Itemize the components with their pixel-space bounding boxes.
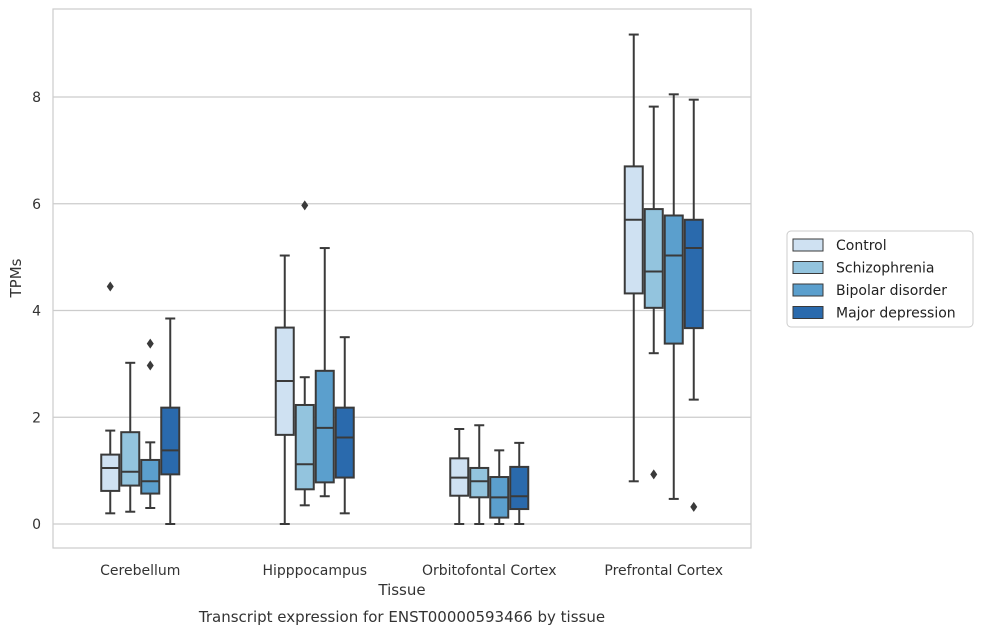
box-iqr [120,431,141,487]
box-3-3 [683,98,704,512]
y-axis-label: TPMs [7,258,25,298]
y-axis-ticks: 0 2 4 6 8 [32,90,41,533]
box-iqr [100,453,121,492]
box-0-2 [140,338,161,509]
outlier-point [690,501,698,512]
box-2-2 [489,449,510,525]
box-iqr [469,466,490,499]
box-iqr [643,208,664,309]
legend-swatch [792,306,824,319]
x-axis-label: Tissue [377,581,425,599]
box-1-2 [314,247,335,498]
box-iqr [509,465,530,511]
legend: Control Schizophrenia Bipolar disorder Majo… [786,230,974,328]
boxes-layer [100,33,704,525]
legend-swatch [792,238,824,252]
x-tick-label: Prefrontal Cortex [604,563,723,579]
chart-caption: Transcript expression for ENST0000059346… [198,608,605,626]
outlier-point [106,281,114,292]
box-iqr [140,458,161,495]
box-1-1 [294,200,315,507]
y-tick-label: 0 [32,517,41,533]
box-3-1 [643,105,664,480]
box-iqr [334,406,355,479]
box-iqr [160,406,181,476]
box-2-3 [509,441,530,525]
x-tick-label: Cerebellum [100,563,180,579]
box-3-0 [623,33,644,483]
outlier-point [301,200,309,211]
legend-label: Schizophrenia [836,261,934,277]
box-2-0 [449,427,470,525]
box-iqr [294,403,315,491]
y-tick-label: 2 [32,410,41,426]
box-1-3 [334,336,355,515]
y-tick-label: 4 [32,304,41,320]
legend-label: Major depression [836,306,956,322]
box-iqr [663,214,684,345]
y-tick-label: 8 [32,90,41,106]
legend-swatch [792,261,824,274]
x-tick-label: Hipppocampus [262,563,367,579]
outlier-point [146,338,154,349]
outlier-point [146,360,154,371]
box-iqr [683,218,704,330]
box-iqr [314,369,335,484]
x-axis-ticks: Cerebellum Hipppocampus Orbitofontal Corte… [100,563,723,579]
box-0-3 [160,317,181,525]
box-3-2 [663,93,684,500]
legend-frame [786,230,974,328]
box-2-1 [469,424,490,525]
box-iqr [623,165,644,295]
outlier-point [650,469,658,480]
y-tick-label: 6 [32,197,41,213]
legend-label: Control [836,238,887,254]
legend-swatch [792,283,824,297]
box-0-1 [120,361,141,513]
x-tick-label: Orbitofontal Cortex [422,563,557,579]
box-1-0 [274,254,295,525]
legend-label: Bipolar disorder [836,283,947,299]
box-0-0 [100,281,121,515]
